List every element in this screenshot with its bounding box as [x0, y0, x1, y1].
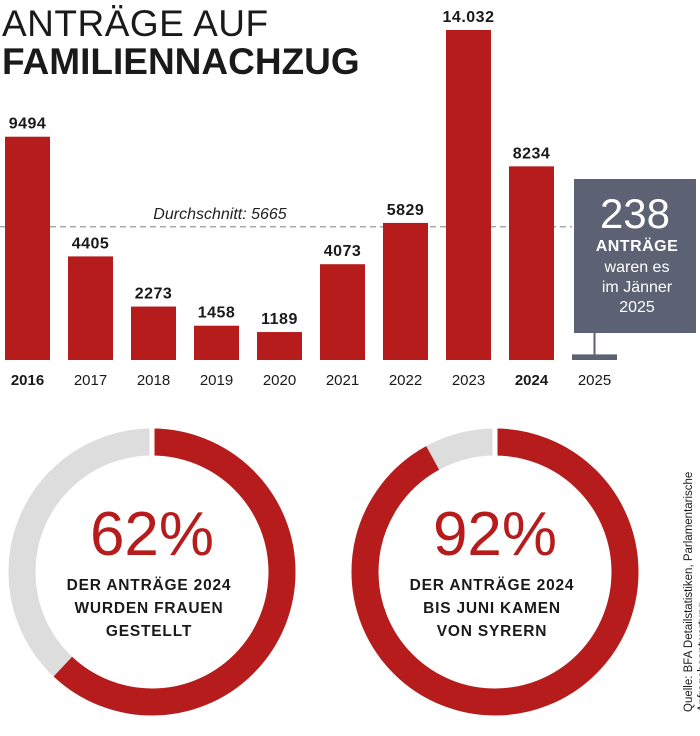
callout-unit: ANTRÄGE [596, 237, 679, 255]
x-tick-2018: 2018 [137, 372, 170, 389]
value-label-2020: 1189 [261, 311, 298, 328]
callout-text-line: waren es [604, 259, 670, 276]
donut-2-fill [351, 428, 639, 716]
value-label-2018: 2273 [135, 286, 173, 303]
callout-box [574, 179, 696, 333]
x-tick-2017: 2017 [74, 372, 107, 389]
x-tick-2016: 2016 [11, 372, 44, 389]
donut-1-caption: DER ANTRÄGE 2024 WURDEN FRAUEN GESTELLT [14, 574, 284, 643]
value-label-2023: 14.032 [443, 9, 495, 26]
chart-title-line2: FAMILIENNACHZUG [2, 41, 360, 82]
value-label-2022: 5829 [387, 202, 425, 219]
donut-2-caption-line: BIS JUNI KAMEN [423, 600, 561, 617]
x-tick-2019: 2019 [200, 372, 233, 389]
donut-2-caption: DER ANTRÄGE 2024 BIS JUNI KAMEN VON SYRE… [357, 574, 627, 643]
donut-2-percent: 92% [433, 500, 557, 569]
bar-2023 [446, 30, 491, 360]
callout-number: 238 [600, 190, 670, 237]
bar-2018 [131, 306, 176, 360]
x-tick-2022: 2022 [389, 372, 422, 389]
donut-1-caption-line: GESTELLT [105, 623, 193, 640]
bar-2017 [68, 256, 113, 360]
callout-text-line: 2025 [619, 299, 655, 316]
callout-text-line: im Jänner [602, 279, 673, 296]
value-label-2019: 1458 [198, 305, 236, 322]
bar-2022 [383, 222, 428, 360]
donut-1-percent: 62% [90, 500, 214, 569]
value-label-2024: 8234 [513, 145, 551, 162]
x-tick-2025: 2025 [578, 372, 611, 389]
source-note: Quelle: BFA Detailstatistiken, Parlament… [683, 471, 700, 712]
value-label-2017: 4405 [72, 235, 110, 252]
bar-2025 [572, 354, 617, 360]
bar-2024 [509, 166, 554, 360]
x-tick-2021: 2021 [326, 372, 359, 389]
average-label: Durchschnitt: 5665 [153, 206, 287, 223]
donut-1-caption-line: DER ANTRÄGE 2024 [66, 577, 232, 594]
bar-2019 [194, 325, 239, 360]
value-label-2021: 4073 [324, 243, 362, 260]
x-tick-2020: 2020 [263, 372, 296, 389]
bar-2021 [320, 264, 365, 360]
x-tick-2024: 2024 [515, 372, 549, 389]
bar-2020 [257, 332, 302, 360]
donut-2-caption-line: DER ANTRÄGE 2024 [409, 577, 575, 594]
chart-title-line1: ANTRÄGE AUF [2, 3, 269, 44]
value-label-2016: 9494 [9, 116, 47, 133]
bar-2016 [5, 136, 50, 360]
donut-1-caption-line: WURDEN FRAUEN [74, 600, 224, 617]
x-tick-2023: 2023 [452, 372, 485, 389]
donut-2-caption-line: VON SYRERN [436, 623, 548, 640]
